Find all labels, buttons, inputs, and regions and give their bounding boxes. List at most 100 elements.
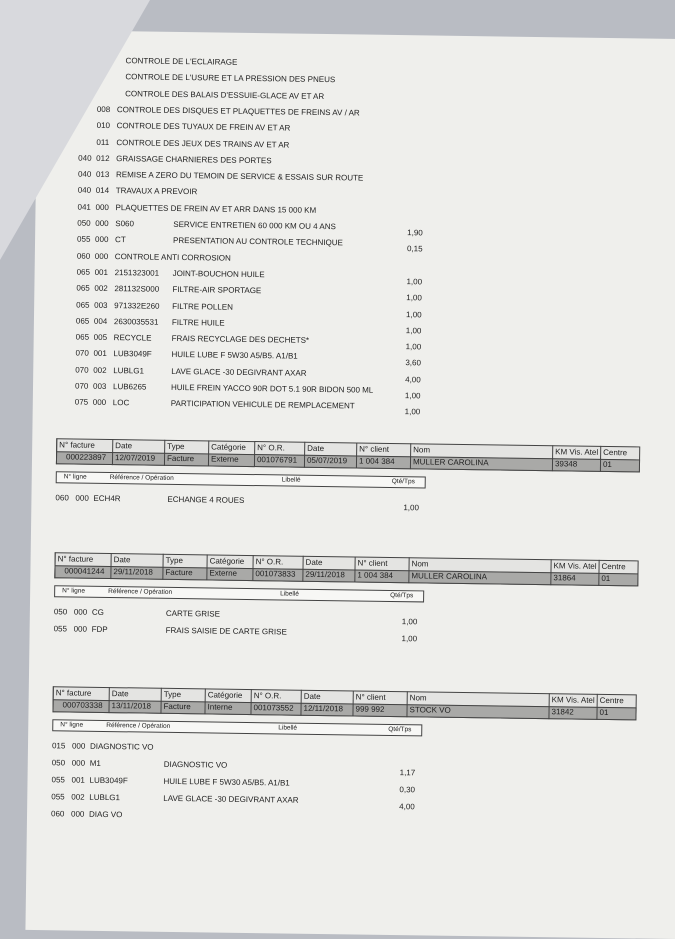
header-label: N° client — [357, 558, 388, 568]
reference: M1 — [89, 758, 101, 768]
quantity: 0,30 — [399, 785, 416, 795]
item-label: N° ligne — [63, 473, 87, 481]
header-label: Nom — [413, 445, 431, 455]
line-number: 075 — [74, 397, 89, 408]
header-label: Date — [307, 443, 325, 454]
reference: RECYCLE — [113, 333, 152, 343]
label: FRAIS SAISIE DE CARTE GRISE — [165, 625, 287, 637]
item-label: Qté/Tps — [391, 477, 415, 486]
quantity: 1,00 — [405, 325, 422, 336]
label: DIAGNOSTIC VO — [89, 741, 154, 752]
line-number: 055 — [51, 775, 65, 785]
sub-number: 003 — [94, 300, 108, 310]
reference: LUB6265 — [112, 382, 147, 392]
sub-number: 000 — [73, 624, 88, 634]
line-number: 065 — [75, 316, 90, 326]
header-value: 31842 — [551, 707, 574, 717]
label: HUILE FREIN YACCO 90R DOT 5.1 90R BIDON … — [170, 382, 374, 395]
header-label: Nom — [409, 693, 427, 703]
quantity: 1,17 — [399, 768, 416, 778]
quantity: 1,00 — [404, 407, 421, 417]
label: CONTROLE DE L'USURE ET LA PRESSION DES P… — [125, 72, 336, 85]
item-label: Qté/Tps — [390, 591, 414, 600]
header-value: 01 — [602, 459, 612, 470]
line-number: 070 — [75, 348, 89, 359]
header-label: Centre — [599, 695, 624, 706]
header-value: 1 004 384 — [358, 456, 395, 467]
quantity: 1,90 — [407, 228, 423, 238]
sub-number: 005 — [93, 332, 108, 343]
sub-number: 000 — [70, 809, 85, 819]
header-value: 12/07/2019 — [114, 453, 156, 463]
label: PARTICIPATION VEHICULE DE REMPLACEMENT — [170, 399, 355, 411]
header-value: 12/11/2018 — [303, 703, 344, 714]
line-number: 060 — [55, 493, 69, 503]
quantity: 0,15 — [406, 244, 423, 254]
label: CARTE GRISE — [165, 608, 221, 619]
header-value: 01 — [599, 707, 609, 718]
line-number: 065 — [76, 300, 90, 310]
header-value: Interne — [207, 702, 233, 712]
sub-number: 002 — [71, 792, 85, 802]
line-number: 055 — [51, 792, 65, 802]
header-value: 001073552 — [253, 703, 294, 713]
reference: LUBLG1 — [89, 792, 121, 803]
reference: 971332E260 — [114, 300, 160, 311]
header-label: Catégorie — [207, 690, 243, 700]
label: LAVE GLACE -30 DEGIVRANT AXAR — [163, 793, 299, 805]
quantity: 4,00 — [405, 374, 421, 385]
label: PRESENTATION AU CONTROLE TECHNIQUE — [173, 236, 343, 248]
header-value: Externe — [210, 454, 239, 464]
header-label: Type — [163, 689, 182, 700]
sub-number: 002 — [94, 284, 108, 294]
reference: LOC — [112, 398, 130, 408]
sub-number: 000 — [71, 741, 86, 751]
reference: 2630035531 — [113, 316, 159, 327]
header-label: Date — [115, 441, 133, 451]
header-label: Nom — [411, 559, 429, 569]
header-label: N° facture — [55, 688, 92, 698]
reference: CG — [91, 607, 104, 617]
label: FILTRE-AIR SPORTAGE — [172, 285, 262, 296]
header-value: MULLER CAROLINA — [411, 571, 488, 582]
header-label: Date — [113, 555, 131, 565]
item-label: Libellé — [278, 724, 298, 732]
item-label: Qté/Tps — [388, 725, 412, 734]
label: ECHANGE 4 ROUES — [167, 494, 245, 505]
quantity: 1,00 — [404, 391, 421, 401]
quantity: 1,00 — [406, 277, 423, 287]
item-label: Référence / Opération — [106, 722, 171, 730]
label: REMISE A ZERO DU TEMOIN DE SERVICE & ESS… — [115, 170, 364, 183]
header-label: Type — [165, 555, 184, 566]
sub-number: 000 — [73, 607, 88, 617]
header-value: 999 992 — [355, 704, 385, 714]
header-value: 001073833 — [255, 569, 296, 579]
quantity: 3,60 — [405, 358, 422, 368]
sub-number: 004 — [93, 316, 108, 326]
sub-number: 002 — [93, 365, 107, 375]
quantity: 1,00 — [401, 634, 418, 644]
item-label: N° ligne — [62, 587, 86, 595]
label: CONTROLE DES DISQUES ET PLAQUETTES DE FR… — [116, 105, 360, 118]
header-value: 1 004 384 — [357, 570, 394, 581]
sub-number: 001 — [93, 349, 107, 359]
reference: 2151323001 — [114, 267, 160, 278]
header-value: 29/11/2018 — [305, 569, 345, 580]
item-label: Référence / Opération — [109, 474, 174, 482]
label: HUILE LUBE F 5W30 A5/B5. A1/B1 — [171, 350, 298, 362]
header-label: Type — [167, 441, 185, 452]
label: SERVICE ENTRETIEN 60 000 KM OU 4 ANS — [173, 219, 336, 232]
line-number: 070 — [75, 365, 89, 375]
header-label: Date — [303, 691, 321, 702]
item-label: Référence / Opération — [108, 588, 173, 596]
header-value: 29/11/2018 — [113, 567, 153, 577]
sub-number: 000 — [75, 493, 89, 503]
line-number: 055 — [53, 624, 68, 634]
sub-number: 003 — [92, 381, 107, 391]
sub-number: 001 — [94, 267, 109, 277]
item-label: Libellé — [280, 590, 299, 598]
header-value: 000041244 — [64, 566, 105, 576]
label: FRAIS RECYCLAGE DES DECHETS* — [171, 333, 310, 345]
line-number: 070 — [74, 381, 89, 391]
